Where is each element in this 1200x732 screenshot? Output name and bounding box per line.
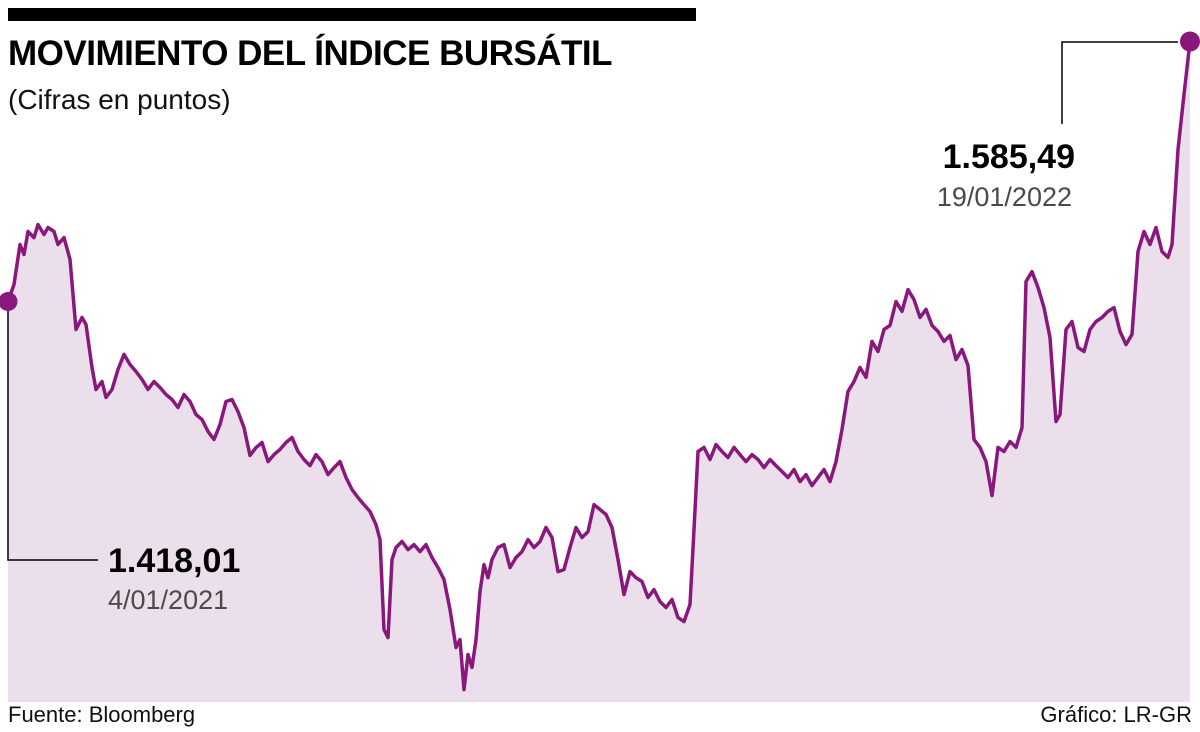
end-callout-line — [1061, 41, 1178, 124]
page-title: MOVIMIENTO DEL ÍNDICE BURSÁTIL — [8, 34, 613, 73]
end-date-label: 19/01/2022 — [936, 182, 1072, 212]
start-value-label: 1.418,01 — [108, 542, 241, 580]
footer-source: Fuente: Bloomberg — [8, 702, 196, 727]
start-date-label: 4/01/2021 — [108, 585, 229, 615]
index-area-fill — [8, 41, 1190, 702]
index-line — [6, 39, 1192, 692]
start-point-dot — [0, 292, 18, 311]
start-callout-line — [7, 310, 98, 561]
footer-credit: Gráfico: LR-GR — [1040, 702, 1192, 727]
end-value-label: 1.585,49 — [942, 138, 1075, 176]
accent-bar — [8, 8, 696, 21]
chart-subtitle: (Cifras en puntos) — [8, 84, 231, 115]
end-point-dot — [1180, 31, 1200, 52]
